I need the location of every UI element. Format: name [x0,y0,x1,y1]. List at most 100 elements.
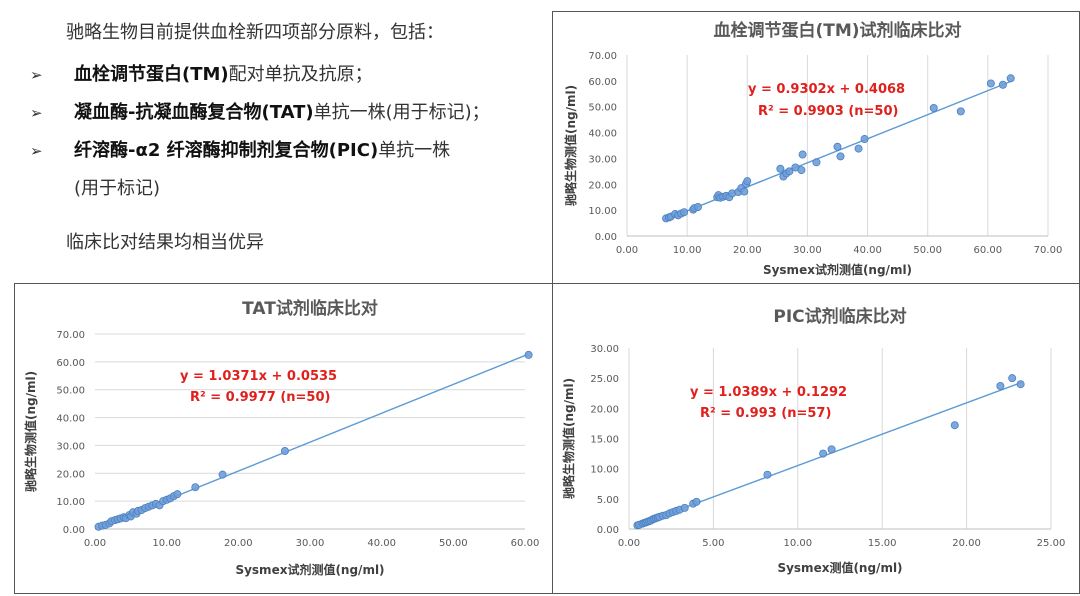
y-tick-label: 25.00 [590,374,619,385]
x-tick-label: 50.00 [913,245,942,256]
data-point [1016,380,1025,389]
bullet-rest: 单抗一株(用于标记)； [313,102,490,123]
x-tick-label: 40.00 [367,538,396,549]
x-axis-title: Sysmex测值(ng/ml) [777,560,902,575]
y-tick-label: 15.00 [590,435,619,446]
x-tick-label: 70.00 [1034,245,1063,256]
chart-tm-frame: 血栓调节蛋白(TM)试剂临床比对 0.00 10.00 20.00 30.00 40.00… [552,11,1080,284]
bullet-rest: 配对单抗及抗原； [228,64,373,85]
y-tick-label: 20.00 [588,180,617,191]
bullet-arrow-icon: ➢ [30,66,43,84]
x-tick-label: 0.00 [84,538,106,549]
data-point [740,187,749,196]
data-point [692,497,701,506]
data-point [693,203,702,212]
y-axis-title: 驰略生物测值(ng/ml) [23,371,38,492]
y-tick-label: 30.00 [590,344,619,355]
x-tick-label: 50.00 [439,538,468,549]
x-tick-label: 30.00 [793,245,822,256]
data-point [191,483,200,492]
y-tick-label: 10.00 [590,465,619,476]
x-tick-label: 20.00 [733,245,762,256]
data-point [173,490,182,499]
y-tick-label: 5.00 [597,495,619,506]
data-point [680,208,689,217]
chart-tm: 血栓调节蛋白(TM)试剂临床比对 0.00 10.00 20.00 30.00 40.00… [563,20,1063,277]
r-squared-label: R² = 0.9903 (n=50) [758,104,898,119]
x-tick-label: 20.00 [224,538,253,549]
data-point [950,421,959,430]
x-tick-label: 10.00 [152,538,181,549]
bullet-item-tat: ➢ 凝血酶-抗凝血酶复合物(TAT)单抗一株(用于标记)； [30,98,490,124]
chart-pic: PIC试剂临床比对 0.00 5.00 10.00 15.00 20.00 25.00 0.0… [561,306,1066,575]
data-point [797,166,806,175]
data-point [776,164,785,173]
x-tick-label: 0.00 [616,245,638,256]
y-axis-title: 驰略生物测值(ng/ml) [561,378,576,499]
bullet-item-tm: ➢ 血栓调节蛋白(TM)配对单抗及抗原； [30,60,373,86]
y-tick-label: 0.00 [597,525,619,536]
regression-equation: y = 1.0371x + 0.0535 [180,369,337,384]
data-point [996,382,1005,391]
chart-tat: TAT试剂临床比对 0.00 10.00 20.00 30.00 40.00 50.00 60… [23,298,540,577]
x-tick-label: 20.00 [952,538,981,549]
data-point [798,150,807,159]
data-point [860,135,869,144]
x-tick-label: 40.00 [853,245,882,256]
y-tick-label: 50.00 [56,386,85,397]
data-point [1006,74,1015,83]
y-tick-label: 40.00 [56,414,85,425]
intro-lead: 驰略生物目前提供血栓新四项部分原料，包括： [66,22,444,43]
data-point [956,107,965,116]
y-tick-label: 60.00 [588,77,617,88]
x-axis-title: Sysmex试剂测值(ng/ml) [763,262,912,277]
y-tick-label: 70.00 [56,330,85,341]
chart-tat-frame: TAT试剂临床比对 0.00 10.00 20.00 30.00 40.00 50.00 60… [14,283,553,594]
bullet-rest: 单抗一株 [378,140,451,161]
y-tick-label: 20.00 [590,404,619,415]
x-axis-title: Sysmex试剂测值(ng/ml) [235,562,384,577]
r-squared-label: R² = 0.9977 (n=50) [190,390,330,405]
x-tick-label: 10.00 [783,538,812,549]
intro-panel: 驰略生物目前提供血栓新四项部分原料，包括： ➢ 血栓调节蛋白(TM)配对单抗及抗原… [0,0,552,282]
data-point [524,350,533,359]
x-tick-label: 60.00 [511,538,540,549]
x-tick-label: 25.00 [1037,538,1066,549]
y-tick-label: 40.00 [588,129,617,140]
chart-title: TAT试剂临床比对 [242,298,378,319]
x-tick-label: 5.00 [702,538,724,549]
data-point [827,445,836,454]
data-point [1008,374,1017,383]
y-tick-label: 70.00 [588,51,617,62]
data-point [836,152,845,161]
y-tick-label: 20.00 [56,469,85,480]
data-point [998,80,1007,89]
y-tick-label: 60.00 [56,358,85,369]
bullet-arrow-icon: ➢ [30,142,43,160]
data-point [833,142,842,151]
y-axis-title: 驰略生物测值(ng/ml) [563,85,578,206]
y-tick-label: 50.00 [588,103,617,114]
bullet-bold: 凝血酶-抗凝血酶复合物(TAT) [74,102,314,123]
x-tick-label: 30.00 [296,538,325,549]
r-squared-label: R² = 0.993 (n=57) [700,406,831,421]
y-tick-label: 0.00 [595,232,617,243]
y-tick-label: 10.00 [56,497,85,508]
x-tick-label: 10.00 [673,245,702,256]
bullet-bold: 纤溶酶-α2 纤溶酶抑制剂复合物(PIC) [74,140,379,161]
x-tick-label: 0.00 [618,538,640,549]
regression-equation: y = 0.9302x + 0.4068 [748,82,905,97]
data-point [763,470,772,479]
bullet-continuation: (用于标记) [74,178,161,199]
y-tick-label: 0.00 [63,525,85,536]
data-point [812,158,821,167]
chart-pic-frame: PIC试剂临床比对 0.00 5.00 10.00 15.00 20.00 25.00 0.0… [552,283,1080,594]
x-tick-label: 60.00 [974,245,1003,256]
data-point [929,104,938,113]
data-point [986,79,995,88]
data-point [680,503,689,512]
y-tick-label: 10.00 [588,206,617,217]
regression-equation: y = 1.0389x + 0.1292 [690,385,847,400]
x-tick-label: 15.00 [868,538,897,549]
bullet-arrow-icon: ➢ [30,104,43,122]
